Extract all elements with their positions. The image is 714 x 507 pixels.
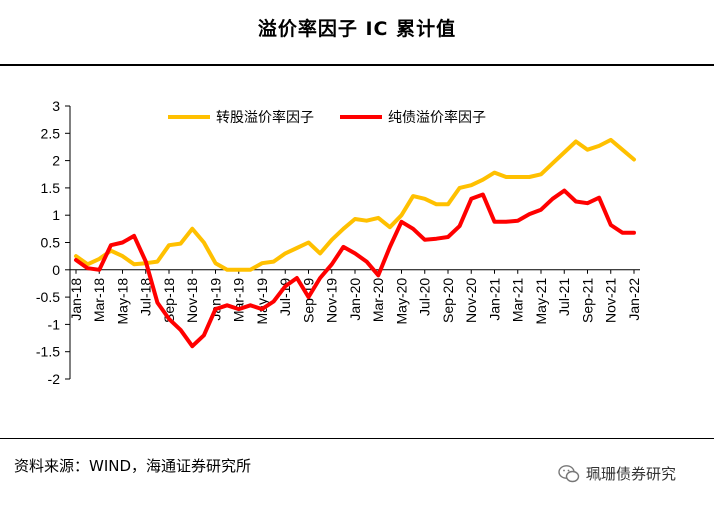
x-tick-label: Nov-21 [603, 278, 619, 323]
y-tick-label: 2.5 [41, 125, 61, 141]
x-tick-label: Mar-19 [231, 278, 247, 323]
bottom-rule [0, 438, 714, 439]
x-tick-label: Mar-18 [91, 278, 107, 323]
y-tick-label: -0.5 [36, 289, 60, 305]
x-tick-label: Mar-21 [510, 278, 526, 323]
y-tick-label: -2 [48, 371, 61, 387]
legend: 转股溢价率因子 纯债溢价率因子 [168, 109, 486, 126]
wechat-icon [558, 464, 580, 484]
x-tick-label: Jul-20 [417, 278, 433, 316]
y-tick-label: 0 [52, 262, 60, 278]
x-tick-label: Sep-21 [580, 278, 596, 323]
axes [69, 106, 640, 379]
x-tick-label: Nov-18 [184, 278, 200, 323]
y-tick-label: -1.5 [36, 344, 60, 360]
x-tick-label: Jul-19 [277, 278, 293, 316]
x-tick-label: Jan-18 [68, 278, 84, 321]
x-tick-label: Jan-21 [487, 278, 503, 321]
x-tick-label: Jan-19 [208, 278, 224, 321]
legend-label-2: 纯债溢价率因子 [388, 109, 486, 126]
watermark: 珮珊债券研究 [558, 463, 676, 484]
x-tick-label: Jan-22 [626, 278, 642, 321]
x-tick-label: May-18 [115, 278, 131, 325]
x-tick-label: Sep-20 [440, 278, 456, 323]
y-axis-ticks: 3 2.5 2 1.5 1 0.5 0 -0.5 -1 -1.5 -2 [36, 98, 70, 387]
x-tick-label: May-21 [533, 278, 549, 325]
line-chart: 3 2.5 2 1.5 1 0.5 0 -0.5 -1 -1.5 -2 Jan-18 Mar-18 Ma… [36, 98, 642, 387]
x-tick-label: Nov-20 [463, 278, 479, 323]
series-lines [74, 137, 636, 349]
series-line-2 [74, 188, 636, 349]
watermark-text: 珮珊债券研究 [586, 465, 677, 483]
top-rule [0, 64, 714, 66]
x-tick-label: Mar-20 [370, 278, 386, 323]
y-tick-label: 0.5 [41, 235, 61, 251]
x-tick-label: Jul-18 [138, 278, 154, 316]
x-tick-label: Nov-19 [324, 278, 340, 323]
y-tick-label: -1 [48, 316, 61, 332]
x-tick-label: May-19 [254, 278, 270, 325]
x-tick-label: Jan-20 [347, 278, 363, 321]
series-line-1 [74, 137, 636, 272]
y-tick-label: 1 [52, 207, 60, 223]
source-note: 资料来源：WIND，海通证券研究所 [14, 457, 252, 475]
y-tick-label: 1.5 [41, 180, 61, 196]
x-axis-ticks: Jan-18 Mar-18 May-18 Jul-18 Sep-18 Nov-18 Jan-… [68, 269, 642, 325]
y-tick-label: 3 [52, 98, 60, 114]
x-tick-label: May-20 [394, 278, 410, 325]
chart-title: 溢价率因子 IC 累计值 [257, 18, 457, 40]
legend-label-1: 转股溢价率因子 [216, 109, 314, 126]
y-tick-label: 2 [52, 153, 60, 169]
x-tick-label: Jul-21 [556, 278, 572, 316]
